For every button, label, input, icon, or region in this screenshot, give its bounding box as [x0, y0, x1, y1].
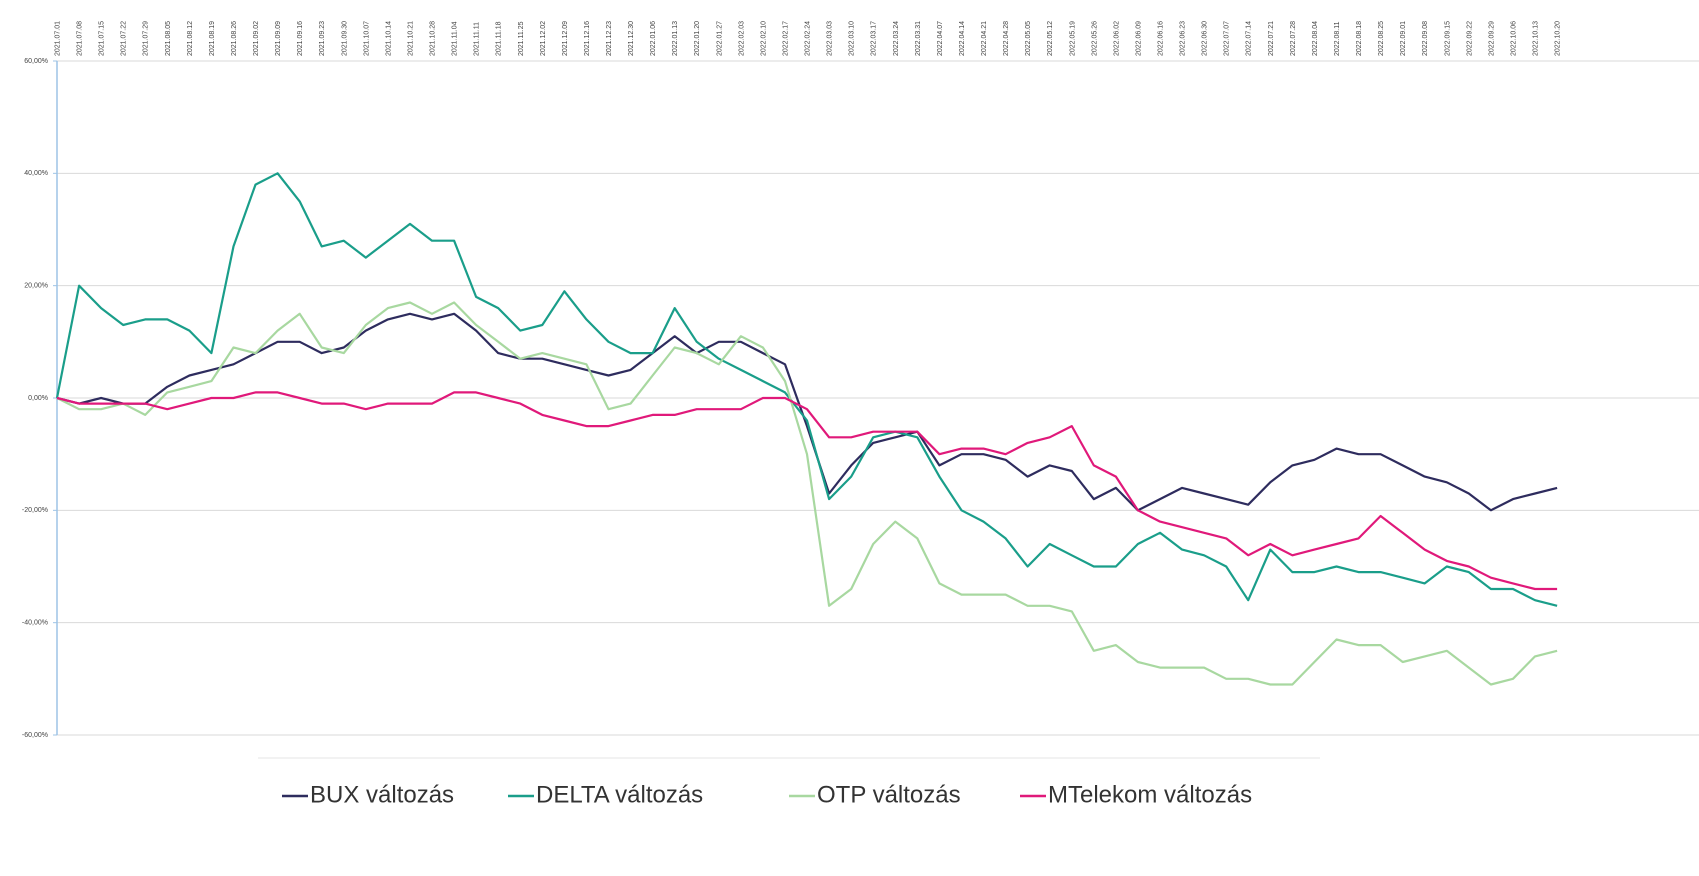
x-tick-label: 2022.02.24 [805, 21, 812, 56]
x-tick-label: 2021.11.25 [518, 21, 525, 56]
x-tick-label: 2022.08.11 [1334, 21, 1341, 56]
x-tick-label: 2022.04.21 [981, 21, 988, 56]
x-tick-label: 2021.10.21 [407, 21, 414, 56]
x-tick-label: 2021.09.02 [253, 21, 260, 56]
x-tick-label: 2021.10.07 [363, 21, 370, 56]
x-tick-label: 2021.08.12 [187, 21, 194, 56]
y-tick-label: 0,00% [28, 395, 48, 402]
x-tick-label: 2021.12.30 [628, 21, 635, 56]
x-tick-label: 2022.06.23 [1180, 21, 1187, 56]
x-tick-label: 2022.02.17 [782, 21, 789, 56]
x-tick-label: 2021.12.23 [606, 21, 613, 56]
x-tick-label: 2021.12.16 [584, 21, 591, 56]
x-tick-label: 2022.10.13 [1533, 21, 1540, 56]
y-tick-label: -60,00% [22, 732, 48, 739]
y-tick-label: -20,00% [22, 507, 48, 514]
x-tick-label: 2021.11.18 [496, 21, 503, 56]
legend-label: DELTA változás [536, 781, 703, 808]
x-tick-label: 2022.05.26 [1091, 21, 1098, 56]
x-tick-label: 2022.01.27 [716, 21, 723, 56]
x-tick-label: 2022.06.02 [1113, 21, 1120, 56]
x-tick-label: 2021.11.04 [452, 21, 459, 56]
x-tick-label: 2021.07.15 [99, 21, 106, 56]
x-tick-label: 2021.07.22 [121, 21, 128, 56]
x-tick-label: 2022.05.12 [1047, 21, 1054, 56]
y-tick-label: 20,00% [24, 283, 48, 290]
x-tick-label: 2022.10.20 [1555, 21, 1562, 56]
x-tick-label: 2021.12.09 [562, 21, 569, 56]
x-tick-label: 2022.06.16 [1158, 21, 1165, 56]
series-line [55, 172, 1558, 607]
x-tick-label: 2022.05.05 [1025, 21, 1032, 56]
x-tick-label: 2022.06.30 [1202, 21, 1209, 56]
series-line [56, 301, 1558, 686]
x-tick-label: 2021.07.01 [55, 21, 62, 56]
x-tick-label: 2022.08.25 [1378, 21, 1385, 56]
x-tick-label: 2021.10.14 [385, 21, 392, 56]
x-tick-label: 2022.10.06 [1510, 21, 1517, 56]
x-tick-label: 2022.09.29 [1488, 21, 1495, 56]
x-tick-label: 2022.09.15 [1444, 21, 1451, 56]
x-tick-label: 2022.02.03 [738, 21, 745, 56]
y-tick-label: 60,00% [24, 58, 48, 65]
y-tick-label: -40,00% [22, 620, 48, 627]
x-tick-label: 2022.03.10 [849, 21, 856, 56]
x-tick-label: 2022.09.22 [1466, 21, 1473, 56]
x-tick-label: 2022.03.03 [827, 21, 834, 56]
x-tick-label: 2021.11.11 [474, 22, 481, 56]
x-tick-label: 2022.01.06 [650, 21, 657, 56]
x-tick-label: 2022.01.13 [672, 21, 679, 56]
legend-label: MTelekom változás [1048, 781, 1252, 808]
x-tick-label: 2022.07.14 [1246, 21, 1253, 56]
series-line [56, 391, 1558, 591]
x-tick-label: 2021.10.28 [430, 21, 437, 56]
x-tick-label: 2021.08.26 [231, 21, 238, 56]
x-tick-label: 2022.03.31 [915, 21, 922, 56]
y-tick-label: 40,00% [24, 170, 48, 177]
x-tick-label: 2022.06.09 [1135, 21, 1142, 56]
x-tick-label: 2021.09.09 [275, 21, 282, 56]
x-tick-label: 2022.09.01 [1400, 21, 1407, 56]
x-tick-label: 2022.07.21 [1268, 21, 1275, 56]
x-tick-label: 2022.07.28 [1290, 21, 1297, 56]
x-tick-label: 2022.09.08 [1422, 21, 1429, 56]
x-tick-label: 2022.08.04 [1312, 21, 1319, 56]
legend-label: OTP változás [817, 781, 961, 808]
x-tick-label: 2022.03.24 [893, 21, 900, 56]
x-tick-label: 2022.04.28 [1003, 21, 1010, 56]
x-tick-label: 2022.07.07 [1224, 21, 1231, 56]
x-tick-label: 2022.01.20 [694, 21, 701, 56]
x-tick-label: 2022.08.18 [1356, 21, 1363, 56]
x-tick-label: 2022.03.17 [871, 21, 878, 56]
x-tick-label: 2022.04.07 [937, 21, 944, 56]
x-tick-label: 2021.09.23 [319, 21, 326, 56]
x-tick-label: 2021.07.29 [143, 21, 150, 56]
x-tick-label: 2021.08.19 [209, 21, 216, 56]
series-line [56, 312, 1558, 512]
x-tick-label: 2021.07.08 [77, 21, 84, 56]
x-tick-label: 2022.04.14 [959, 21, 966, 56]
x-tick-label: 2021.09.30 [341, 21, 348, 56]
x-tick-label: 2022.02.10 [760, 21, 767, 56]
x-tick-label: 2022.05.19 [1069, 21, 1076, 56]
x-tick-label: 2021.08.05 [165, 21, 172, 56]
x-tick-label: 2021.09.16 [297, 21, 304, 56]
legend-label: BUX változás [310, 781, 454, 808]
x-tick-label: 2021.12.02 [540, 21, 547, 56]
